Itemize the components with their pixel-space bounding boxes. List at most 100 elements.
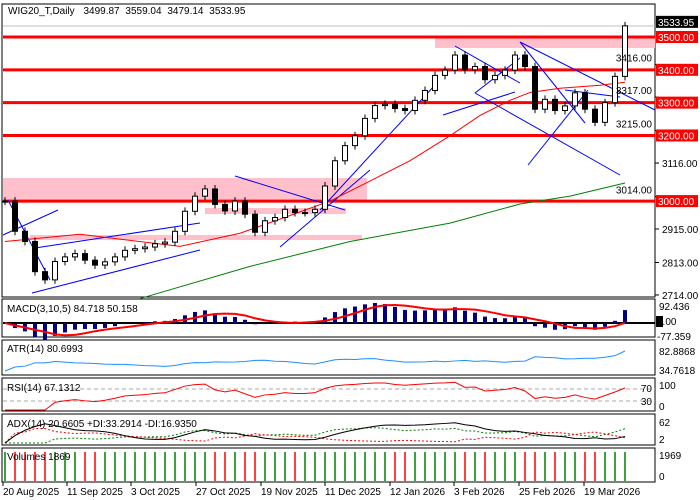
candle [412,96,418,115]
high-value: 3559.04 [125,6,162,17]
macd-bar [533,323,537,327]
macd-bar [433,308,437,323]
candle-body [172,230,178,243]
macd-bar [403,309,407,323]
trendline[interactable] [564,89,621,98]
open-value: 3499.87 [83,6,120,17]
macd-zero-marker [656,316,663,327]
trendline[interactable] [454,45,521,84]
trendlines[interactable] [2,41,656,294]
candle [242,197,248,219]
candle-body [292,208,298,214]
candle-body [122,249,128,258]
support-zone-small [205,208,346,214]
level-tag [656,96,698,109]
candle [32,237,38,276]
macd-bar [463,310,467,323]
candle [612,72,618,107]
level-label: 3000.00 [658,197,695,208]
trendline[interactable] [519,41,586,124]
macd-bar [263,323,267,325]
macd-bar [623,310,627,323]
trendline[interactable] [31,249,201,294]
candle-body [612,75,618,104]
x-tick-label: 3 Feb 2026 [454,487,505,498]
macd-bar [493,318,497,323]
x-tick-label: 25 Feb 2026 [519,487,576,498]
candle [472,62,478,74]
candle-body [342,145,348,162]
candle-body [2,200,8,203]
macd-bar [83,323,87,330]
macd-bar [333,312,337,323]
candle [302,208,308,217]
candle-body [492,74,498,81]
macd-bar [453,307,457,323]
macd-bar [223,316,227,323]
candle [522,51,528,71]
rsi-axis-0: 0 [659,402,665,413]
atr-label: ATR(14) 80.6993 [7,344,83,355]
candle [172,227,178,247]
candle [62,252,68,266]
candle-body [482,66,488,81]
candle-body [72,253,78,258]
candle-body [382,103,388,107]
candle [582,88,588,114]
macd-bar [413,310,417,323]
adx-panel-frame [1,413,656,446]
candle [52,257,58,284]
candle-body [542,98,548,110]
macd-bar [63,323,67,333]
candle [502,66,508,80]
candle [102,257,108,270]
x-tick-label: 11 Dec 2025 [325,487,381,498]
candle [2,197,8,206]
symbol-label: WIG20_T,Daily [8,6,75,17]
x-tick-label: 19 Mar 2026 [584,487,641,498]
macd-bar [383,304,387,323]
macd-bar [93,323,97,330]
rsi-panel-frame [1,377,656,412]
candle [312,205,318,217]
trendline[interactable] [2,209,59,236]
macd-bar [503,318,507,323]
level-tag [656,31,698,43]
candle-body [402,108,408,112]
y-tick-label: 3215.00 [616,120,653,131]
trendline[interactable] [474,92,621,176]
trendline[interactable] [442,91,516,116]
trendline[interactable] [34,222,201,249]
y-tick-label: 3317.00 [616,86,653,97]
candle [162,238,168,248]
candle [142,243,148,253]
adx-axis-top: 62 [659,418,671,429]
macd-bar [543,323,547,328]
level-label: 3400.00 [658,66,695,77]
candle-body [392,103,398,110]
trendline[interactable] [519,41,656,111]
candle [152,239,158,251]
candle [182,207,188,236]
x-tick-label: 19 Nov 2025 [261,487,318,498]
support-zone [3,178,367,200]
chart-header: WIG20_T,Daily 3499.87 3559.04 3479.14 35… [8,6,246,17]
candle [572,88,578,110]
candle-body [512,54,518,71]
macd-bar [143,322,147,323]
macd-bar [53,323,57,336]
candle [382,100,388,110]
candle-body [132,248,138,251]
macd-bar [553,323,557,330]
candle-body [462,54,468,71]
macd-signal-line [4,303,626,337]
candle-body [162,241,168,245]
macd-bar [513,316,517,323]
candle [402,104,408,115]
low-value: 3479.14 [167,6,204,17]
candle-body [432,74,438,91]
macd-axis-zero: 0.00 [657,317,677,328]
y-tick-label: 2813.00 [662,258,699,269]
